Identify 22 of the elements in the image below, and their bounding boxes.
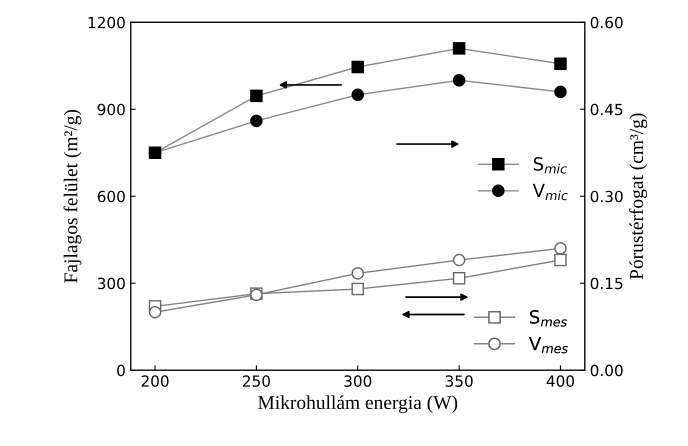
y-tick-label: 600 bbox=[98, 190, 125, 202]
y-tick-label: 900 bbox=[98, 104, 125, 116]
y-axis-title: Fajlagos felület (m²/g) bbox=[64, 110, 82, 283]
y-tick-label: 300 bbox=[98, 278, 125, 290]
legend-label: V$_{mes}$ bbox=[528, 336, 568, 354]
y2-tick-label: 0.30 bbox=[590, 190, 623, 202]
legend-label: S$_{mes}$ bbox=[530, 310, 567, 327]
y2-tick-label: 0.45 bbox=[590, 104, 622, 116]
legend-label: S$_{mic}$ bbox=[534, 157, 567, 174]
y2-tick-label: 0.60 bbox=[590, 16, 623, 28]
y2-tick-label: 0.15 bbox=[590, 278, 622, 290]
y2-axis-title: Pórustérfogat (cm³/g) bbox=[629, 113, 648, 280]
x-tick-label: 350 bbox=[446, 375, 473, 387]
x-tick-label: 400 bbox=[546, 375, 574, 387]
x-tick-label: 200 bbox=[142, 375, 169, 387]
y-tick-label: 0 bbox=[117, 364, 125, 376]
x-axis-title: Mikrohullám energia (W) bbox=[258, 395, 458, 414]
x-tick-label: 250 bbox=[242, 375, 270, 387]
legend-label: V$_{mic}$ bbox=[532, 184, 568, 200]
x-tick-label: 300 bbox=[344, 375, 372, 387]
y-tick-label: 1200 bbox=[88, 16, 125, 28]
y2-tick-label: 0.00 bbox=[590, 364, 623, 376]
